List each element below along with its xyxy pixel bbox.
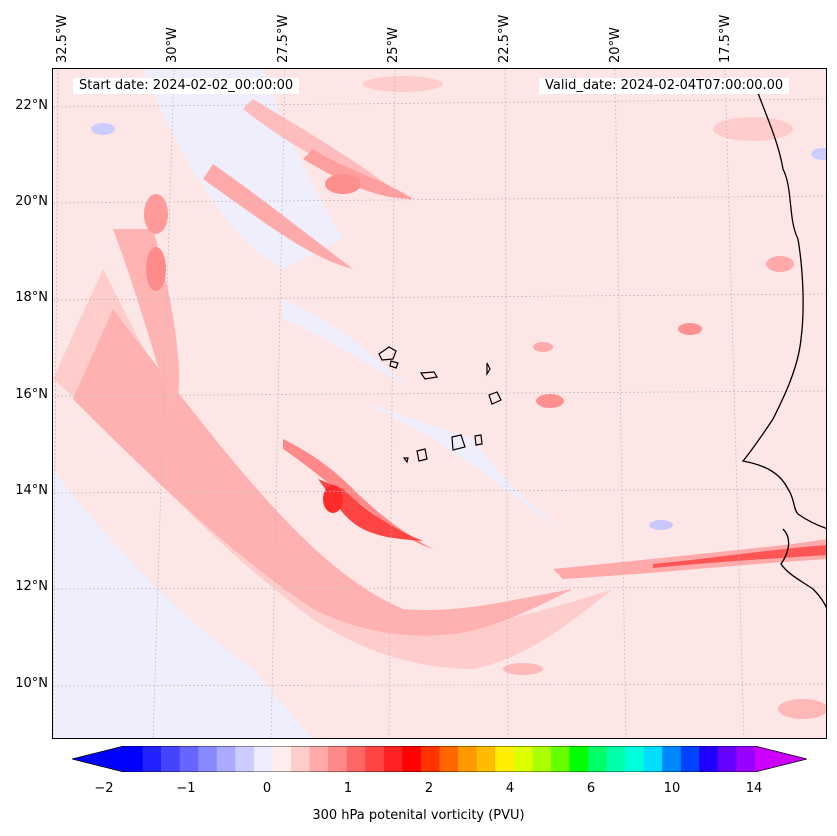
colorbar-swatch bbox=[383, 746, 403, 772]
colorbar-tick: −1 bbox=[176, 781, 196, 796]
lon-label: 20°W bbox=[608, 27, 623, 63]
colorbar-tick: 6 bbox=[586, 781, 596, 796]
lat-label: 20°N bbox=[15, 194, 48, 209]
colorbar-extend-high bbox=[755, 746, 807, 772]
start-date-label: Start date: 2024-02-02_00:00:00 bbox=[73, 78, 300, 94]
colorbar-tick: 2 bbox=[424, 781, 434, 796]
colorbar-swatch bbox=[513, 746, 533, 772]
colorbar-tick: 0 bbox=[262, 781, 272, 796]
colorbar-swatch bbox=[272, 746, 292, 772]
lat-label: 16°N bbox=[15, 387, 48, 402]
colorbar-tick: 1 bbox=[343, 781, 353, 796]
colorbar-tick: 14 bbox=[745, 781, 763, 796]
colorbar-swatch bbox=[291, 746, 311, 772]
colorbar-swatch bbox=[680, 746, 700, 772]
lon-label: 22.5°W bbox=[497, 14, 512, 63]
colorbar bbox=[72, 746, 807, 772]
colorbar-swatch bbox=[439, 746, 459, 772]
colorbar-swatch bbox=[606, 746, 626, 772]
colorbar-swatch bbox=[699, 746, 719, 772]
colorbar-swatch bbox=[365, 746, 385, 772]
colorbar-swatch bbox=[625, 746, 645, 772]
colorbar-swatch bbox=[328, 746, 348, 772]
colorbar-swatch bbox=[495, 746, 515, 772]
colorbar-swatch bbox=[161, 746, 181, 772]
colorbar-swatch bbox=[402, 746, 422, 772]
colorbar-swatch bbox=[550, 746, 570, 772]
colorbar-swatch bbox=[476, 746, 496, 772]
lon-label: 27.5°W bbox=[276, 14, 291, 63]
colorbar-swatch bbox=[736, 746, 756, 772]
colorbar-swatch bbox=[662, 746, 682, 772]
colorbar-swatch bbox=[253, 746, 273, 772]
colorbar-swatch bbox=[179, 746, 199, 772]
colorbar-swatch bbox=[587, 746, 608, 772]
colorbar-swatch bbox=[532, 746, 552, 772]
colorbar-swatch bbox=[124, 746, 144, 772]
colorbar-swatch bbox=[420, 746, 440, 772]
colorbar-swatch bbox=[142, 746, 162, 772]
colorbar-label: 300 hPa potenital vorticity (PVU) bbox=[312, 808, 525, 823]
pv-map bbox=[52, 68, 827, 739]
lon-label: 30°W bbox=[165, 27, 180, 63]
colorbar-swatch bbox=[643, 746, 663, 772]
colorbar-swatch bbox=[216, 746, 236, 772]
colorbar-extend-low bbox=[72, 746, 124, 772]
colorbar-tick: −2 bbox=[94, 781, 114, 796]
colorbar-swatch bbox=[309, 746, 329, 772]
map-canvas bbox=[53, 69, 826, 738]
lat-label: 14°N bbox=[15, 483, 48, 498]
lat-label: 12°N bbox=[15, 579, 48, 594]
colorbar-tick: 10 bbox=[663, 781, 681, 796]
colorbar-swatch bbox=[346, 746, 366, 772]
colorbar-swatch bbox=[569, 746, 589, 772]
lon-label: 25°W bbox=[386, 27, 401, 63]
colorbar-swatch bbox=[198, 746, 218, 772]
colorbar-swatch bbox=[717, 746, 737, 772]
colorbar-swatch bbox=[235, 746, 255, 772]
colorbar-tick: 4 bbox=[505, 781, 515, 796]
lat-label: 10°N bbox=[15, 676, 48, 691]
valid-date-label: Valid_date: 2024-02-04T07:00:00.00 bbox=[539, 78, 790, 94]
lat-label: 18°N bbox=[15, 290, 48, 305]
lon-label: 32.5°W bbox=[55, 14, 70, 63]
colorbar-swatch bbox=[458, 746, 478, 772]
lat-label: 22°N bbox=[15, 98, 48, 113]
lon-label: 17.5°W bbox=[718, 14, 733, 63]
